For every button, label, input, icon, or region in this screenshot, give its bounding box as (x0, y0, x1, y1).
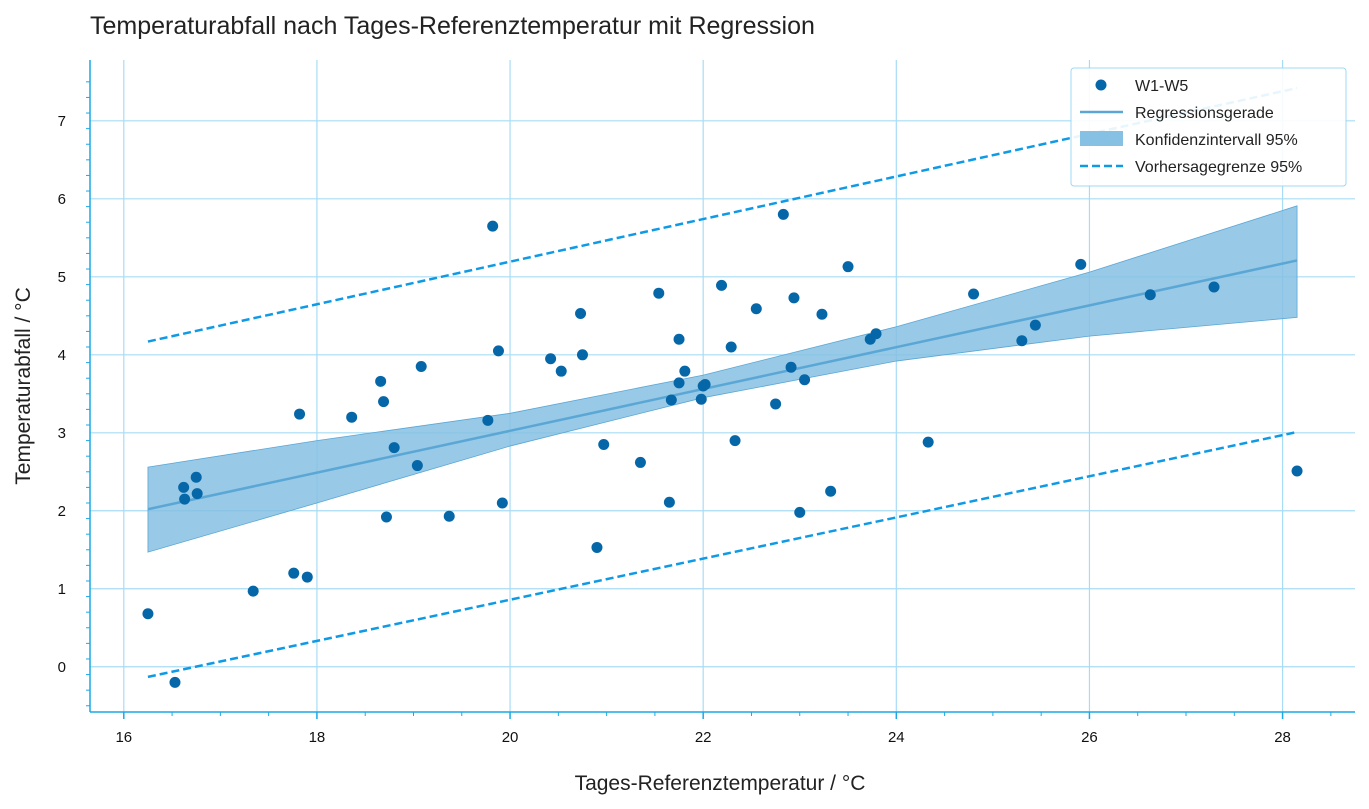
data-point (288, 567, 300, 579)
axes: 16 18 20 22 24 26 28 0 1 2 3 4 5 6 7 (58, 60, 1355, 746)
data-point (788, 292, 800, 304)
data-point (179, 493, 191, 505)
y-tick-label: 1 (58, 581, 66, 598)
data-point (653, 287, 665, 299)
data-point (380, 511, 392, 523)
legend-marker-confidence (1080, 131, 1123, 146)
data-point (591, 541, 603, 553)
x-axis-label: Tages-Referenztemperatur / °C (575, 772, 866, 795)
data-point (673, 377, 685, 389)
data-point (777, 208, 789, 220)
legend-marker-points (1095, 79, 1107, 91)
data-point (1144, 289, 1156, 301)
data-point (346, 411, 358, 423)
data-point (482, 414, 494, 426)
data-point (1016, 335, 1028, 347)
data-point (750, 303, 762, 315)
x-tick-label: 24 (888, 729, 905, 746)
x-tick-label: 26 (1081, 729, 1098, 746)
legend-label-regression: Regressionsgerade (1135, 105, 1274, 122)
data-point (191, 488, 203, 500)
legend-label-confidence: Konfidenzintervall 95% (1135, 132, 1298, 149)
data-points (142, 208, 1303, 688)
data-point (968, 288, 980, 300)
data-point (673, 333, 685, 345)
data-point (294, 408, 306, 420)
data-point (545, 353, 557, 365)
regression-line (147, 259, 1298, 511)
data-point (1291, 465, 1303, 477)
data-point (1075, 258, 1087, 270)
data-point (575, 307, 587, 319)
data-point (816, 308, 828, 320)
data-point (492, 345, 504, 357)
data-point (922, 436, 934, 448)
data-point (665, 394, 677, 406)
x-tick-label: 18 (309, 729, 326, 746)
data-point (785, 361, 797, 373)
data-point (799, 374, 811, 386)
y-tick-label: 6 (58, 191, 66, 208)
x-tick-label: 22 (695, 729, 712, 746)
data-point (443, 510, 455, 522)
data-point (301, 571, 313, 583)
data-point (142, 608, 154, 620)
data-point (699, 378, 711, 390)
data-point (825, 485, 837, 497)
y-tick-label: 3 (58, 425, 66, 442)
data-point (663, 496, 675, 508)
data-point (378, 396, 390, 408)
data-point (794, 506, 806, 518)
x-tick-label: 16 (115, 729, 132, 746)
y-tick-label: 4 (58, 347, 66, 364)
data-point (247, 585, 259, 597)
confidence-band-layer (147, 205, 1298, 553)
data-point (375, 375, 387, 387)
prediction-limit-lower (147, 430, 1298, 679)
data-point (388, 442, 400, 454)
y-tick-label: 2 (58, 503, 66, 520)
data-point (729, 435, 741, 447)
data-point (487, 220, 499, 232)
data-point (695, 393, 707, 405)
data-point (496, 497, 508, 509)
x-tick-label: 20 (502, 729, 519, 746)
data-point (169, 676, 181, 688)
data-point (190, 471, 202, 483)
data-point (725, 341, 737, 353)
legend: W1-W5 Regressionsgerade Konfidenzinterva… (1070, 67, 1347, 187)
confidence-band (147, 205, 1298, 553)
legend-box (1070, 67, 1347, 187)
data-point (842, 261, 854, 273)
data-point (1029, 319, 1041, 331)
data-point (1208, 281, 1220, 293)
prediction-limit-upper (147, 86, 1298, 343)
line-layer (147, 86, 1298, 679)
data-point (870, 328, 882, 340)
data-point (770, 398, 782, 410)
data-point (411, 460, 423, 472)
data-point (598, 438, 610, 450)
data-point (634, 456, 646, 468)
y-tick-label: 5 (58, 269, 66, 286)
data-point (178, 481, 190, 493)
data-point (679, 365, 691, 377)
data-point (555, 365, 567, 377)
data-point (716, 279, 728, 291)
legend-label-points: W1-W5 (1135, 78, 1188, 95)
data-point (415, 361, 427, 373)
y-tick-label: 7 (58, 113, 66, 130)
data-point (576, 349, 588, 361)
x-tick-label: 28 (1274, 729, 1291, 746)
y-tick-label: 0 (58, 659, 66, 676)
chart-title: Temperaturabfall nach Tages-Referenztemp… (90, 12, 815, 40)
legend-label-prediction: Vorhersagegrenze 95% (1135, 159, 1302, 176)
y-axis-label: Temperaturabfall / °C (12, 287, 35, 484)
